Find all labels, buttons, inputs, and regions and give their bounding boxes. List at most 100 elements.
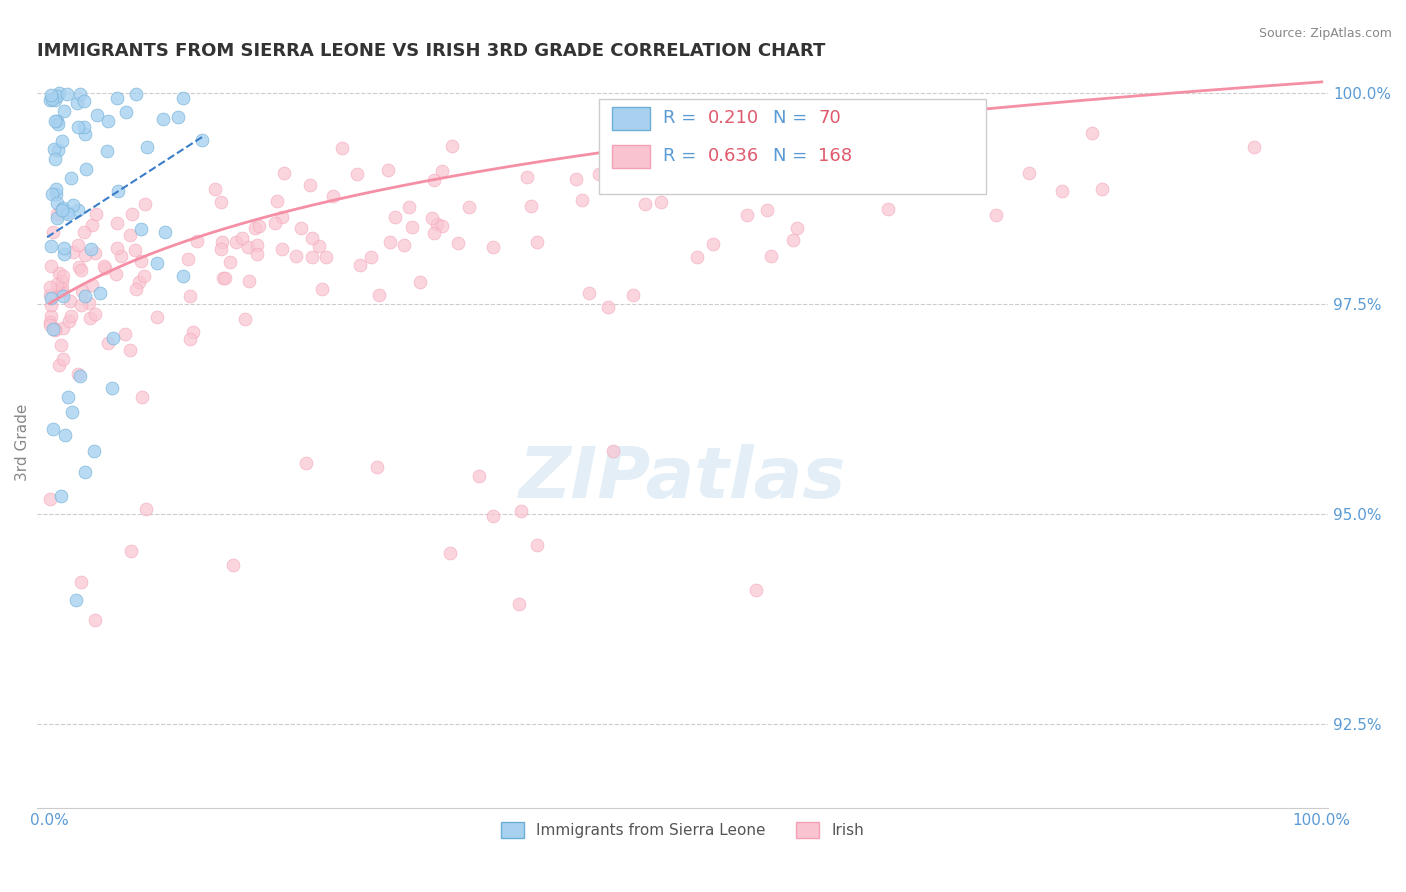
- Point: [45, 207, 67, 221]
- Point: [311, 282, 333, 296]
- Point: [1050, 185, 1073, 199]
- Point: [83, 307, 105, 321]
- Point: [51, 284, 73, 298]
- Text: R =: R =: [664, 147, 702, 165]
- Point: [44, 323, 66, 337]
- Point: [481, 240, 503, 254]
- Point: [482, 509, 505, 524]
- Point: [69, 574, 91, 589]
- Point: [124, 87, 146, 101]
- Point: [42, 422, 65, 436]
- Point: [39, 298, 62, 312]
- Point: [378, 235, 401, 249]
- Point: [51, 134, 73, 148]
- Point: [135, 501, 157, 516]
- Point: [782, 233, 804, 247]
- Point: [214, 271, 236, 285]
- Point: [172, 91, 194, 105]
- Point: [186, 234, 208, 248]
- Point: [52, 104, 75, 119]
- Y-axis label: 3rd Grade: 3rd Grade: [15, 403, 30, 481]
- Point: [124, 282, 146, 296]
- Point: [179, 289, 201, 303]
- Point: [105, 242, 128, 256]
- Point: [426, 217, 449, 231]
- Point: [877, 202, 900, 216]
- Point: [44, 93, 66, 107]
- Point: [952, 120, 974, 135]
- Point: [84, 613, 107, 627]
- Legend: Immigrants from Sierra Leone, Irish: Immigrants from Sierra Leone, Irish: [495, 816, 870, 844]
- Point: [56, 205, 79, 219]
- Point: [264, 215, 287, 229]
- Point: [48, 266, 70, 280]
- Point: [46, 284, 69, 298]
- Point: [52, 246, 75, 260]
- Point: [271, 242, 294, 256]
- Point: [45, 186, 67, 201]
- Point: [39, 93, 62, 107]
- Point: [118, 228, 141, 243]
- Point: [75, 248, 97, 262]
- Point: [59, 293, 82, 308]
- Point: [56, 390, 79, 404]
- Point: [301, 250, 323, 264]
- Point: [51, 281, 73, 295]
- Point: [786, 221, 808, 235]
- Point: [46, 113, 69, 128]
- Point: [246, 238, 269, 252]
- Point: [129, 254, 152, 268]
- Point: [75, 465, 97, 479]
- Point: [80, 243, 103, 257]
- Point: [332, 141, 354, 155]
- Point: [571, 193, 593, 207]
- Point: [83, 444, 105, 458]
- Point: [39, 239, 62, 253]
- Point: [38, 318, 60, 332]
- Point: [211, 271, 233, 285]
- Point: [114, 327, 136, 342]
- Point: [41, 225, 63, 239]
- Point: [60, 405, 83, 419]
- Point: [129, 222, 152, 236]
- Point: [526, 538, 548, 552]
- Point: [60, 310, 83, 324]
- Point: [51, 274, 73, 288]
- Text: N =: N =: [773, 110, 813, 128]
- Point: [270, 211, 292, 225]
- Point: [67, 238, 90, 252]
- Point: [243, 220, 266, 235]
- Point: [70, 262, 93, 277]
- Point: [100, 382, 122, 396]
- Point: [179, 333, 201, 347]
- Point: [73, 127, 96, 141]
- Point: [101, 331, 124, 345]
- Point: [578, 286, 600, 301]
- Point: [204, 181, 226, 195]
- Point: [394, 238, 416, 252]
- Point: [66, 367, 89, 381]
- Point: [69, 87, 91, 101]
- Point: [686, 251, 709, 265]
- Point: [75, 161, 97, 176]
- Point: [62, 245, 84, 260]
- Point: [55, 87, 77, 101]
- Point: [69, 297, 91, 311]
- Point: [457, 200, 479, 214]
- Point: [222, 558, 245, 573]
- Text: IMMIGRANTS FROM SIERRA LEONE VS IRISH 3RD GRADE CORRELATION CHART: IMMIGRANTS FROM SIERRA LEONE VS IRISH 3R…: [37, 42, 825, 60]
- Point: [42, 142, 65, 156]
- Point: [787, 114, 810, 128]
- Point: [46, 195, 69, 210]
- Point: [432, 219, 454, 233]
- Point: [77, 296, 100, 310]
- Point: [73, 94, 96, 108]
- Point: [209, 242, 232, 256]
- Point: [440, 138, 463, 153]
- Text: Source: ZipAtlas.com: Source: ZipAtlas.com: [1258, 27, 1392, 40]
- Point: [73, 225, 96, 239]
- Point: [152, 112, 174, 126]
- Point: [134, 196, 156, 211]
- Point: [107, 184, 129, 198]
- Point: [82, 218, 104, 232]
